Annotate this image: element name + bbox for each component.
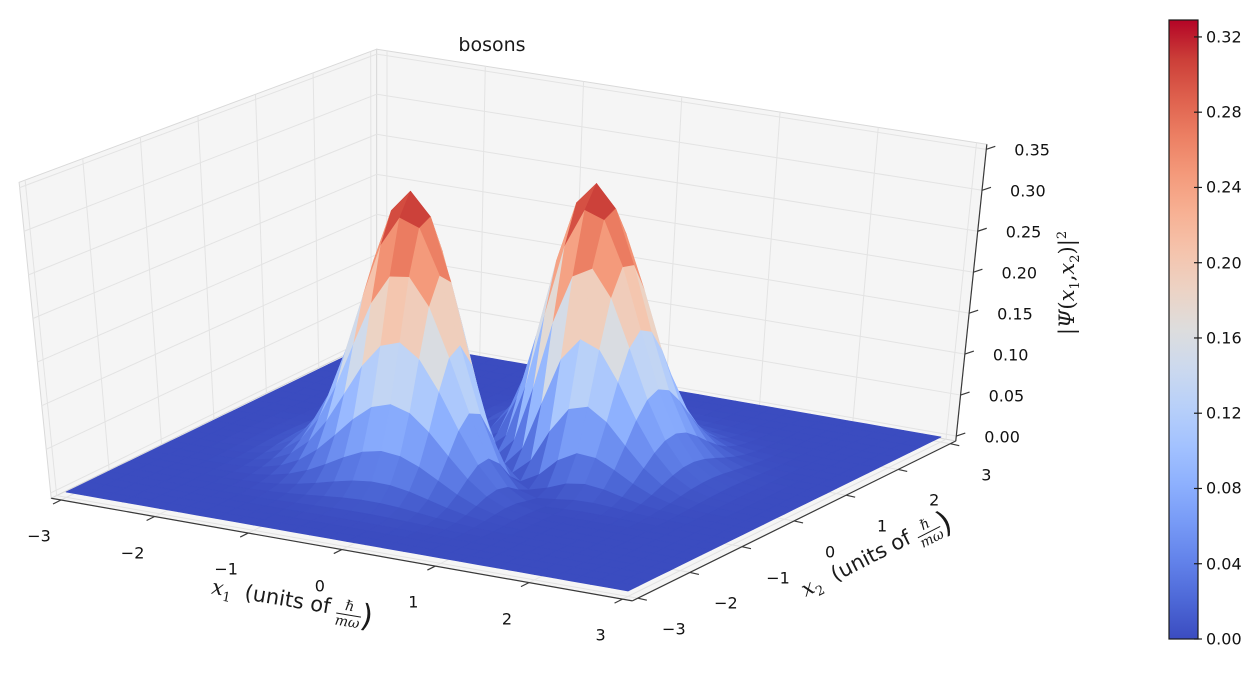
z-tick-label: 0.15 <box>997 304 1033 324</box>
colorbar-tick-label: 0.20 <box>1206 253 1242 273</box>
momega-symbol: mω <box>333 612 361 633</box>
x2-tick-label: 3 <box>981 465 992 485</box>
x1-tick-label: −3 <box>27 526 51 546</box>
zx2-sub: 2 <box>1068 254 1084 263</box>
x2-tick-label: 0 <box>824 542 836 562</box>
close-paren-bar: )| <box>1054 239 1079 255</box>
z-tick-label: 0.25 <box>1005 222 1042 242</box>
z-tick-label: 0.30 <box>1010 181 1046 201</box>
x1-tick-label: −2 <box>120 543 145 563</box>
z-tick-label: 0.05 <box>988 386 1025 406</box>
x1-tick-label: 0 <box>314 576 325 596</box>
colorbar-tick-label: 0.08 <box>1206 478 1242 498</box>
open-paren: ( <box>1054 301 1079 310</box>
comma: , <box>1054 274 1079 282</box>
x1-tick-label: 1 <box>408 592 419 612</box>
x1-tick-label: 2 <box>501 609 513 629</box>
colorbar-tick-label: 0.32 <box>1206 27 1242 47</box>
colorbar-tick-label: 0.28 <box>1206 102 1242 122</box>
colorbar-tick-label: 0.00 <box>1206 629 1242 649</box>
x2-tick-label: 1 <box>877 516 888 536</box>
z-axis-label: |Ψ(x1,x2)|2 <box>1055 231 1083 335</box>
x1-tick-label: 3 <box>595 625 606 645</box>
z-tick-label: 0.10 <box>992 345 1029 365</box>
x2-tick-label: −2 <box>714 593 738 613</box>
squared-sup: 2 <box>1054 230 1070 240</box>
z-tick-label: 0.35 <box>1014 140 1050 160</box>
z-tick-label: 0.20 <box>1001 263 1038 283</box>
chart-title: bosons <box>458 34 526 56</box>
psi-symbol: Ψ <box>1054 309 1079 329</box>
colorbar-tick-label: 0.24 <box>1206 177 1242 197</box>
zx1: x <box>1054 289 1079 302</box>
colorbar-tick-label: 0.04 <box>1206 554 1242 574</box>
zx1-sub: 1 <box>1068 281 1084 290</box>
colorbar-tick-label: 0.16 <box>1206 328 1242 348</box>
z-tick-label: 0.00 <box>984 427 1020 447</box>
colorbar-tick-label: 0.12 <box>1206 403 1242 423</box>
x2-tick-label: −1 <box>766 568 790 588</box>
abs-bar: | <box>1054 328 1079 336</box>
x2-tick-label: −3 <box>662 619 686 639</box>
zx2: x <box>1054 262 1079 275</box>
x2-tick-label: 2 <box>929 490 940 510</box>
x1-tick-label: −1 <box>214 559 238 579</box>
